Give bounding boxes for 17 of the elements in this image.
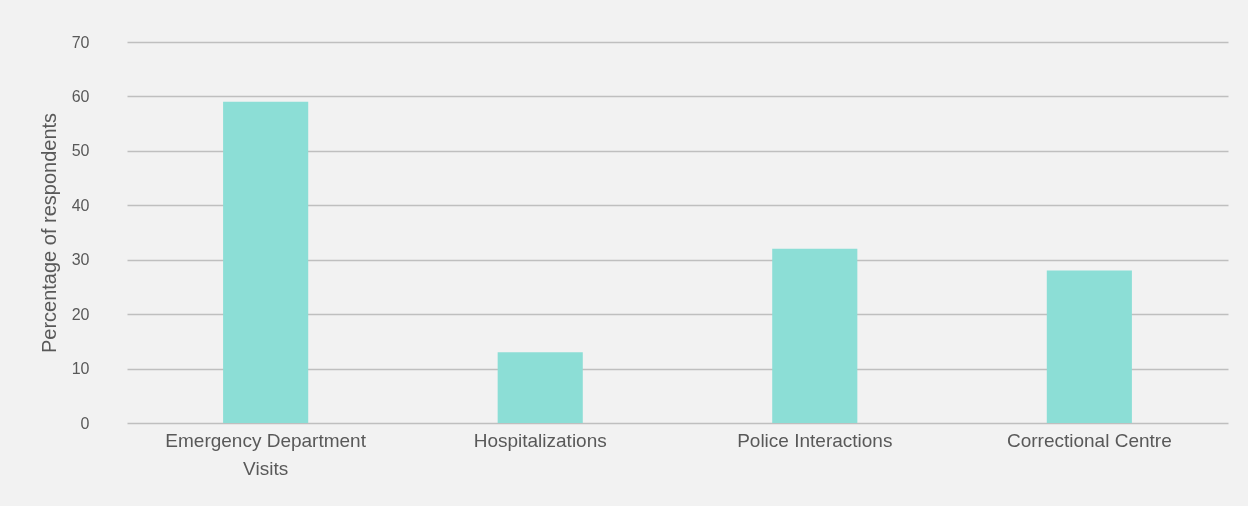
y-tick-label: 20 (71, 305, 90, 323)
y-tick-label: 60 (71, 87, 90, 105)
bar (497, 352, 583, 423)
bar (1046, 270, 1132, 423)
y-tick-label: 30 (71, 251, 90, 269)
y-tick-label: 10 (71, 360, 90, 378)
x-tick-label: Police Interactions (737, 429, 893, 451)
x-tick-label: Emergency Department Visits (165, 429, 367, 479)
bar (772, 248, 858, 423)
y-tick-label: 40 (71, 196, 90, 214)
y-tick-label: 50 (71, 142, 90, 160)
y-tick-label: 70 (71, 33, 90, 51)
bar (223, 101, 309, 423)
x-tick-label: Hospitalizations (473, 429, 607, 451)
y-tick-label: 0 (80, 414, 90, 432)
y-axis-title: Percentage of respondents (37, 112, 60, 354)
x-tick-label: Correctional Centre (1006, 429, 1172, 451)
